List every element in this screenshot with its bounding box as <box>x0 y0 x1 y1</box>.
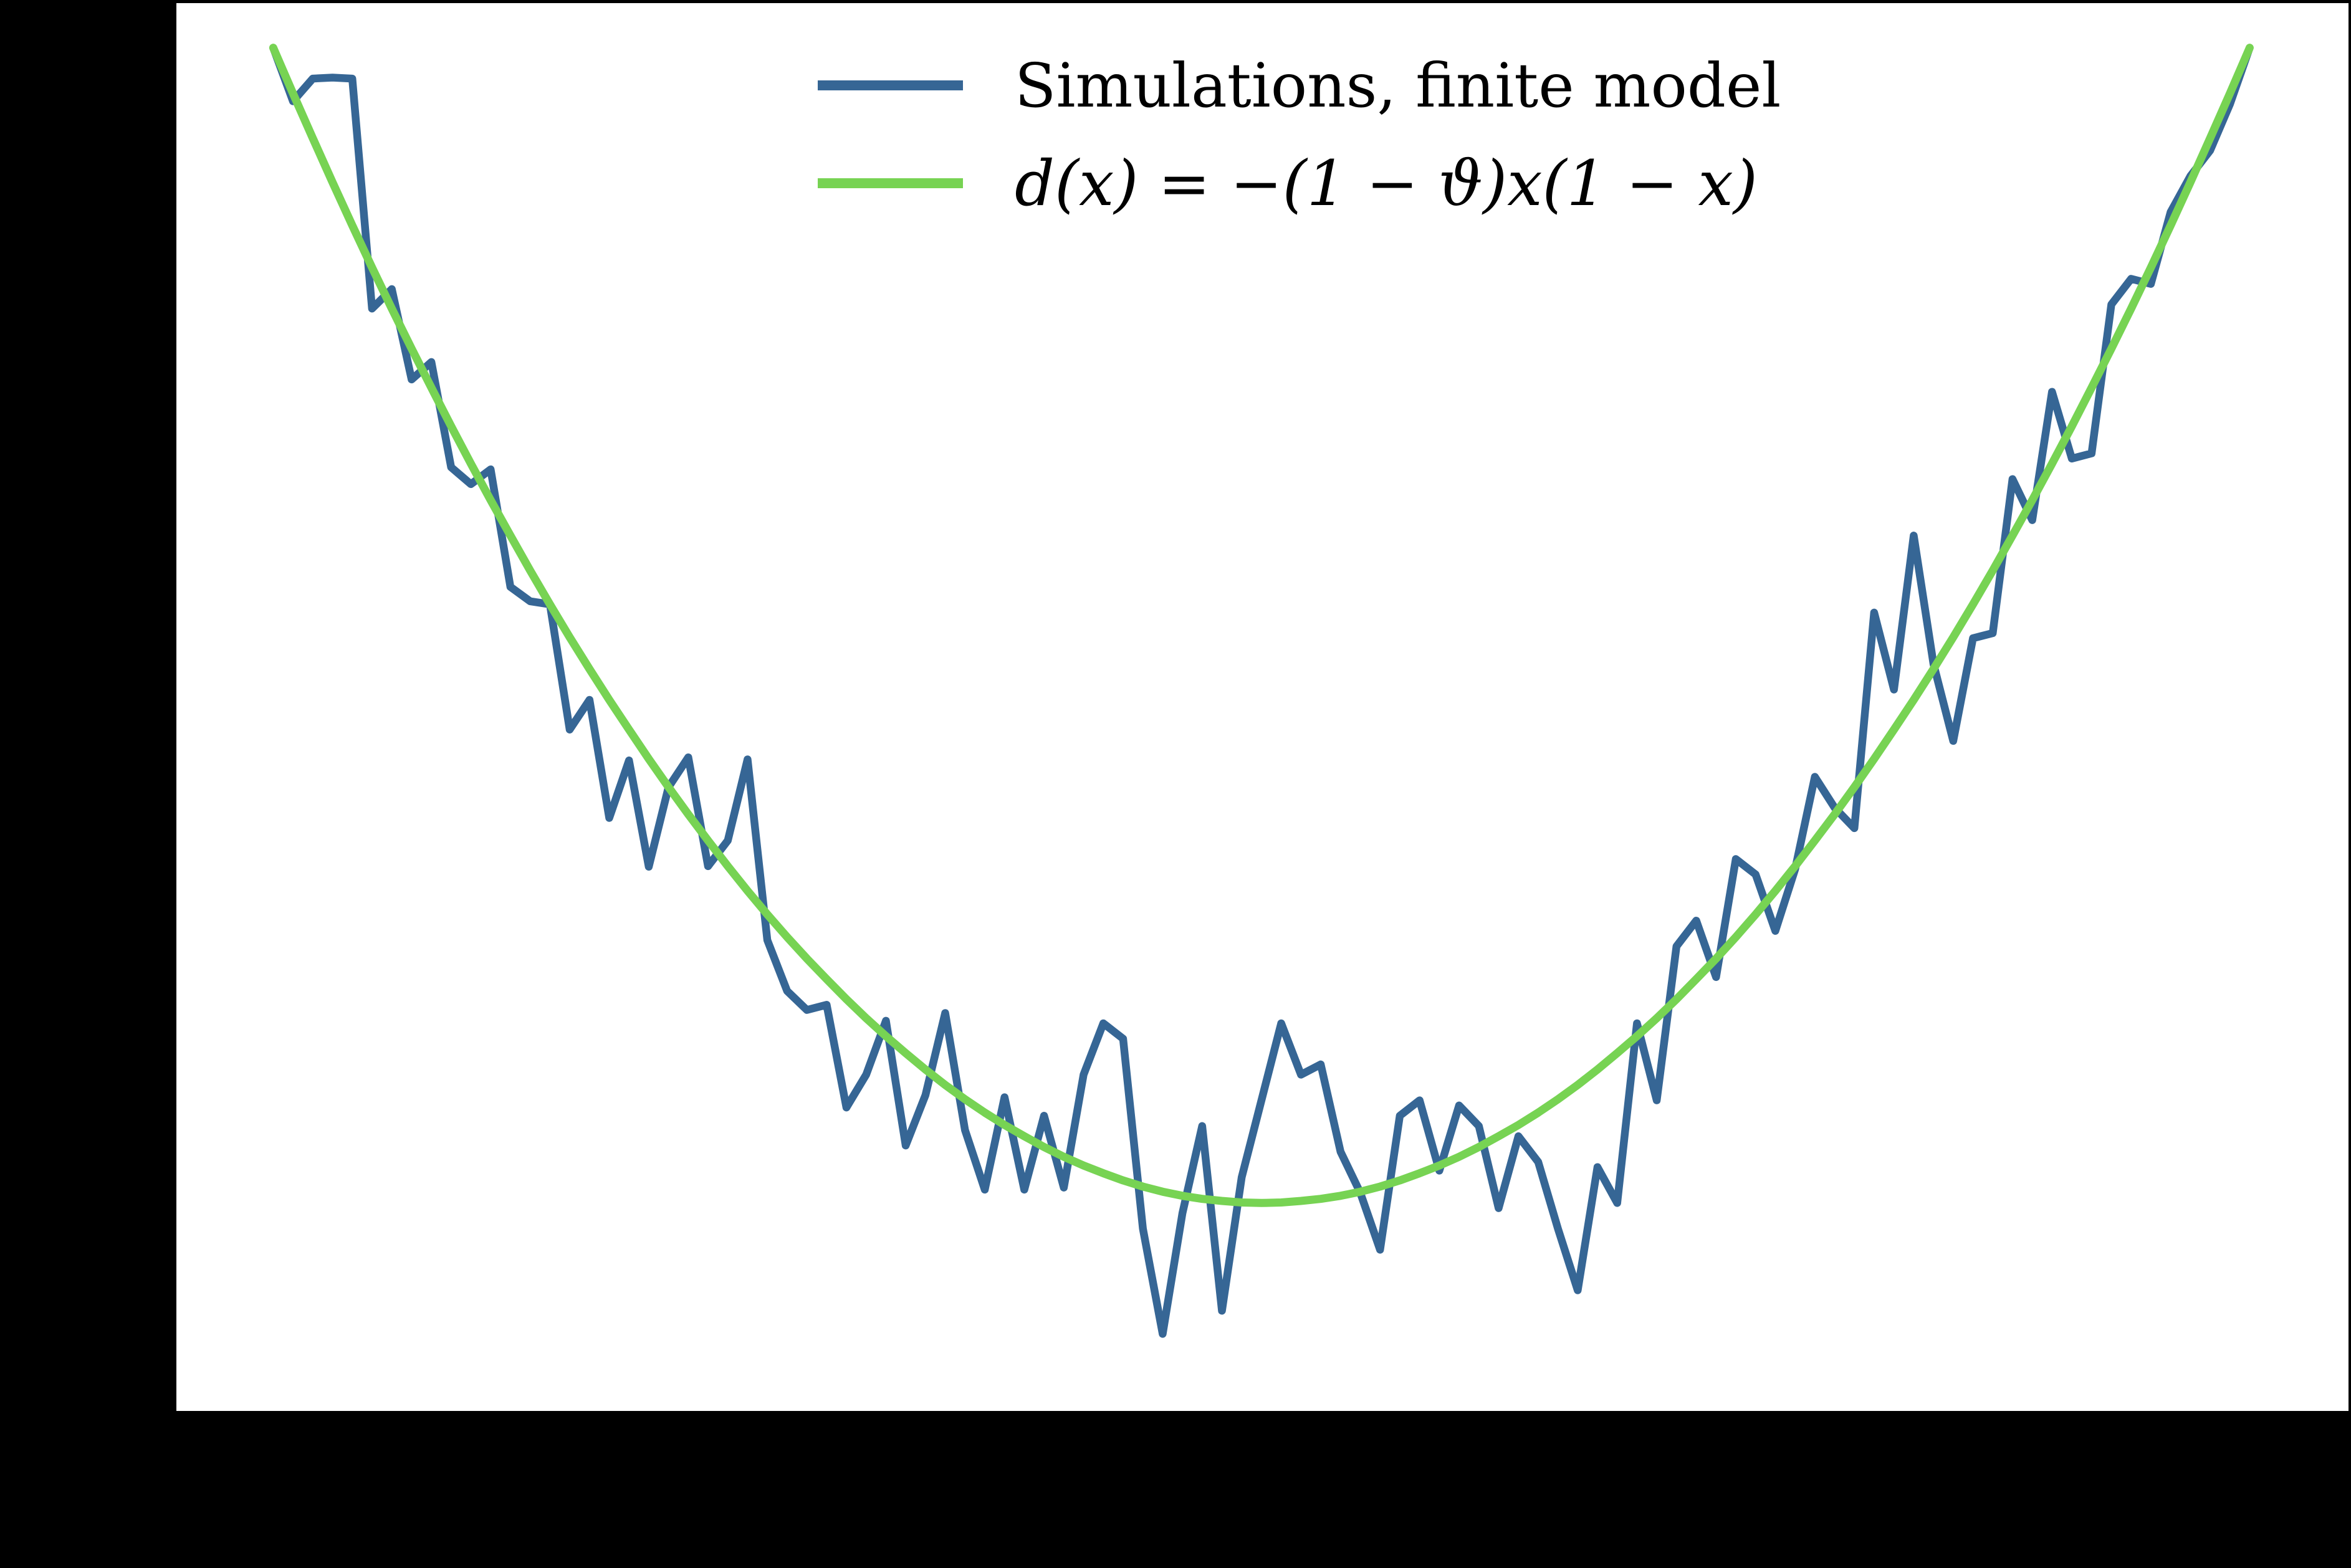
model-line <box>269 44 2254 1207</box>
legend: Simulations, finite model d(x) = −(1 − ϑ… <box>818 50 1781 220</box>
simulations-line <box>269 44 2254 1338</box>
legend-label-simulations: Simulations, finite model <box>1015 50 1781 121</box>
legend-label-model: d(x) = −(1 − ϑ)x(1 − x) <box>1015 147 1758 220</box>
legend-item-model: d(x) = −(1 − ϑ)x(1 − x) <box>818 147 1758 220</box>
legend-item-simulations: Simulations, finite model <box>818 50 1781 121</box>
plot-area <box>176 3 2349 1411</box>
